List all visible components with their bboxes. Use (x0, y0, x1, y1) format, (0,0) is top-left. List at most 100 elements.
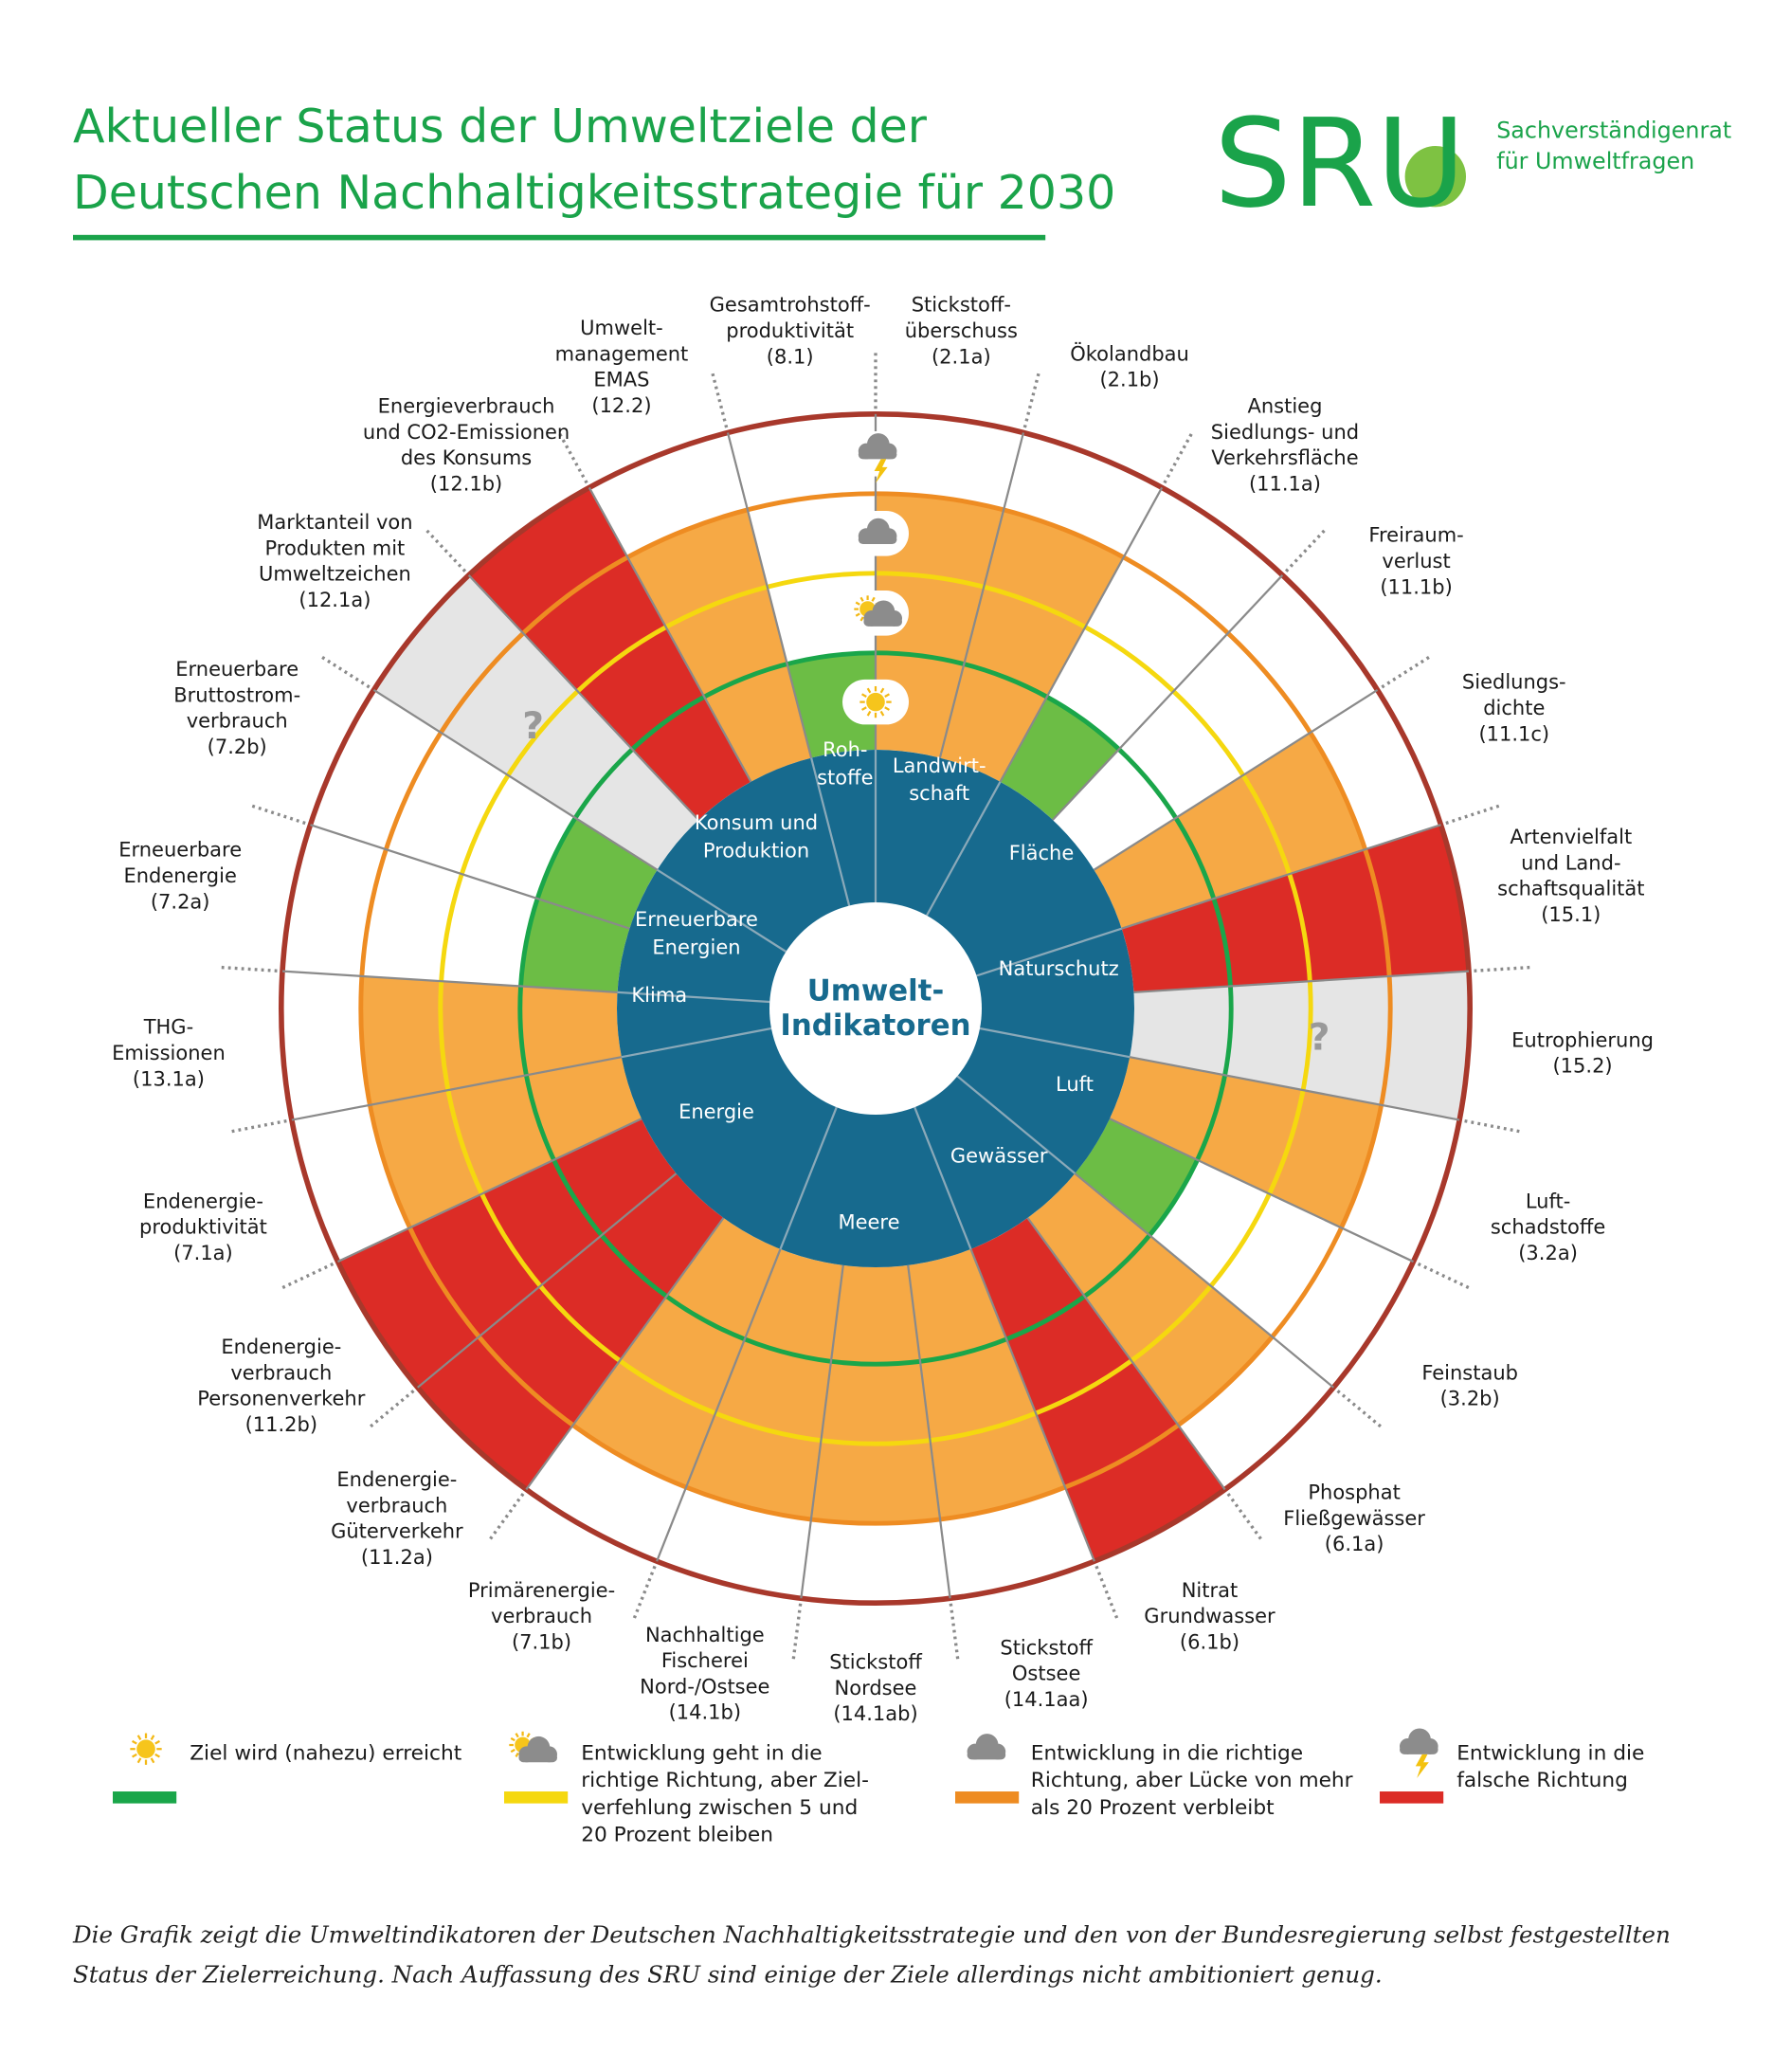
segment-divider (467, 574, 699, 821)
status-segment (1000, 697, 1119, 821)
footnote: Status der Zielerreichung. Nach Auffassu… (73, 1961, 1383, 1989)
status-segment (787, 652, 876, 758)
legend-text: verfehlung zwischen 5 und (581, 1796, 858, 1820)
cloud (863, 617, 902, 627)
segment-tick (321, 656, 371, 689)
unknown-mark: ? (522, 705, 544, 748)
indicator-label: (13.1a) (133, 1067, 205, 1090)
segment-divider (800, 1264, 844, 1599)
indicator-label: (6.1b) (1180, 1630, 1239, 1653)
indicator-label: Ökolandbau (1070, 341, 1189, 365)
indicator-label: verlust (1382, 550, 1450, 573)
sun-ray (132, 1753, 137, 1758)
sun-ray (871, 596, 876, 602)
category-label: Energie (678, 1100, 754, 1123)
center-label: Indikatoren (780, 1009, 970, 1043)
segment-tick (370, 1390, 415, 1428)
segment-tick (1094, 1565, 1119, 1619)
status-segment (572, 1217, 781, 1488)
legend-bar (955, 1791, 1020, 1804)
indicator-label: (12.1a) (298, 589, 371, 611)
indicator-label: Nachhaltige (645, 1624, 765, 1646)
segment-divider (1093, 689, 1379, 871)
indicator-label: schadstoffe (1491, 1216, 1605, 1239)
title-underline (73, 234, 1046, 241)
segment-tick (425, 529, 467, 573)
sun-ray (879, 687, 885, 694)
indicator-label: dichte (1483, 697, 1545, 719)
footnote: Die Grafik zeigt die Umweltindikatoren d… (72, 1921, 1671, 1949)
segment-divider (969, 1248, 1095, 1562)
segment-tick (1445, 804, 1500, 826)
sun-ray (866, 710, 872, 717)
segment-divider (726, 432, 813, 758)
sun-ray (526, 1733, 531, 1738)
category-label: Landwirt- (893, 754, 986, 777)
indicator-label: (6.1a) (1325, 1533, 1384, 1555)
category-divider (979, 1027, 1131, 1059)
indicator-label: THG- (143, 1016, 193, 1039)
segment-tick (1022, 373, 1040, 428)
segment-divider (337, 1118, 642, 1263)
indicator-label: Erneuerbare (175, 658, 298, 681)
indicator-label: Stickstoff (1000, 1636, 1093, 1659)
status-segment (970, 1217, 1225, 1562)
sun-ray (150, 1757, 155, 1764)
organization: Sachverständigenrat (1496, 118, 1731, 144)
indicator-label: überschuss (905, 319, 1018, 342)
sun-ray (859, 616, 864, 622)
segment-tick (791, 1603, 803, 1660)
segment-tick (632, 1565, 657, 1619)
indicator-label: (7.1b) (512, 1630, 571, 1653)
sun-ray (861, 706, 867, 711)
category-label: Meere (838, 1210, 899, 1233)
lightning (874, 459, 888, 483)
legend-text: Richtung, aber Lücke von mehr (1031, 1769, 1353, 1792)
category-divider (617, 991, 770, 1004)
sun-ray (515, 1752, 519, 1757)
status-segment (1075, 1118, 1198, 1236)
segment-divider (1026, 1217, 1226, 1491)
indicator-label: (15.2) (1552, 1055, 1612, 1078)
indicator-label: Endenergie- (143, 1190, 263, 1212)
segment-divider (525, 1217, 725, 1491)
indicator-label: verbrauch (187, 710, 288, 733)
indicator-label: (3.2b) (1440, 1388, 1500, 1410)
legend-text: Entwicklung in die (1456, 1741, 1644, 1765)
cloud (858, 449, 897, 460)
category-label: stoffe (817, 766, 873, 789)
indicator-label: Fischerei (661, 1649, 749, 1672)
indicator-label: und Land- (1521, 851, 1620, 874)
legend-text: Ziel wird (nahezu) erreicht (190, 1741, 461, 1765)
category-divider (976, 927, 1122, 977)
segment-divider (907, 1264, 951, 1599)
indicator-label: Anstieg (1247, 395, 1322, 418)
segment-divider (417, 1172, 678, 1389)
segment-tick (558, 433, 588, 484)
indicator-label: (2.1a) (932, 345, 991, 368)
sun-ray (510, 1736, 516, 1742)
status-segment (337, 1118, 677, 1388)
category-divider (810, 757, 851, 906)
indicator-label: Endenergie- (221, 1336, 341, 1358)
legend-text: 20 Prozent bleiben (581, 1824, 773, 1847)
center-circle (769, 902, 982, 1116)
segment-tick (1474, 965, 1530, 972)
indicator-label: (2.1b) (1099, 369, 1159, 391)
segment-tick (949, 1603, 960, 1660)
title-line: Deutschen Nachhaltigkeitsstrategie für 2… (73, 166, 1115, 220)
segment-divider (656, 1248, 782, 1562)
indicator-label: (11.1c) (1478, 722, 1549, 745)
status-segment (360, 975, 622, 1105)
status-segment (1121, 825, 1469, 992)
sun-ray (150, 1735, 155, 1741)
category-label: Energien (652, 936, 740, 959)
sun (866, 692, 885, 712)
indicator-label: Siedlungs- und (1211, 421, 1359, 444)
indicator-label: und CO2-Emissionen (363, 421, 570, 444)
indicator-label: Feinstaub (1421, 1361, 1518, 1384)
indicator-label: Artenvielfalt (1510, 826, 1632, 848)
sun-ray (861, 693, 867, 698)
indicator-label: Umwelt- (580, 317, 663, 339)
